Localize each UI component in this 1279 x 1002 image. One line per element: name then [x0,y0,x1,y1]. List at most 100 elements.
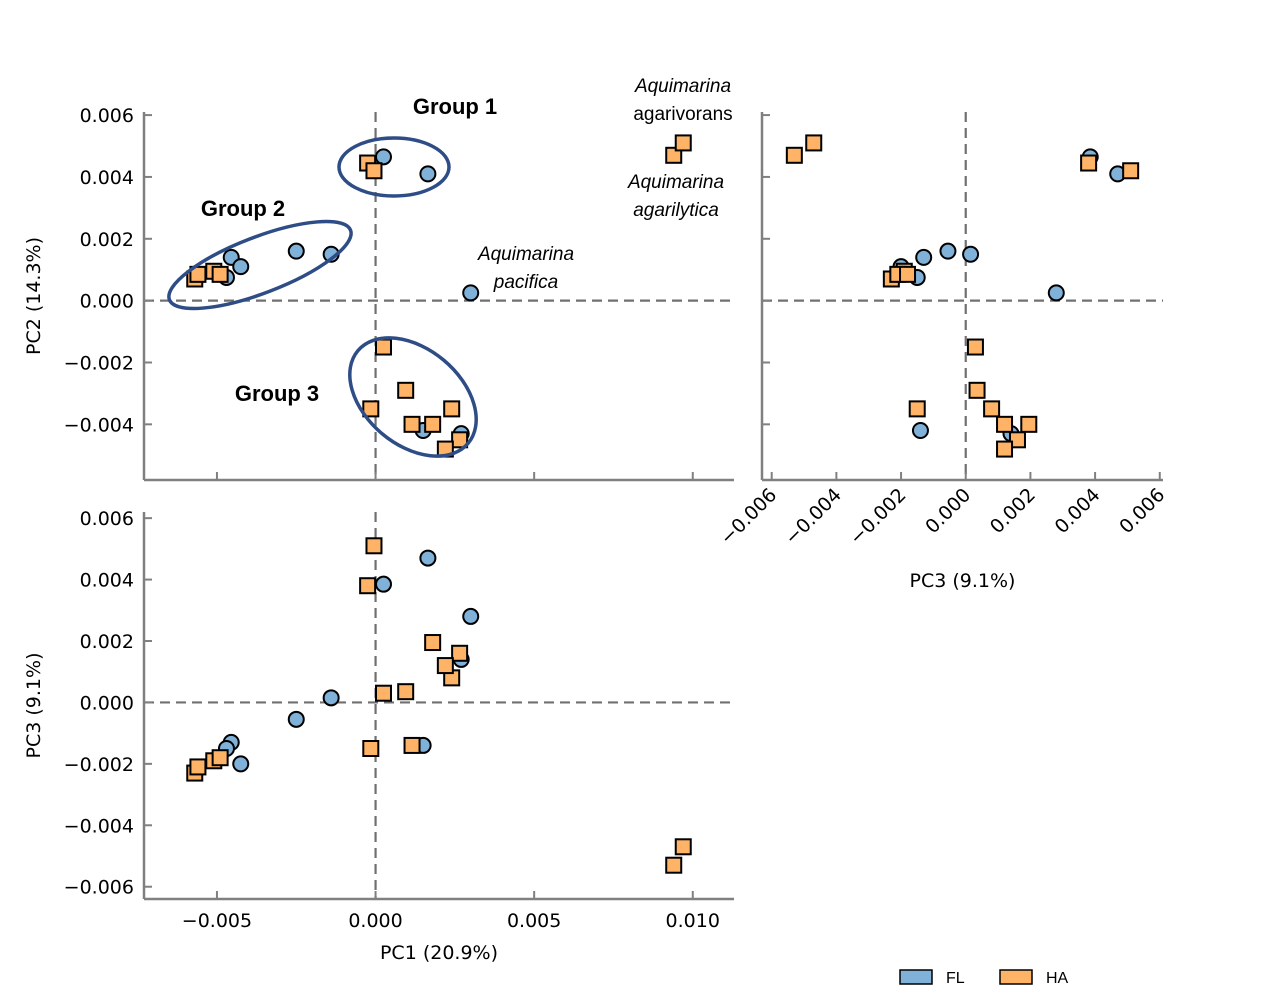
point-ha [996,415,1014,433]
y-tick-label: 0.004 [80,167,134,189]
point-ha [1080,154,1098,172]
y-tick-label: −0.002 [64,754,134,776]
group1-label: Group 1 [413,94,497,119]
point-fl [1047,284,1065,302]
y-tick-label: 0.002 [80,631,134,653]
y-tick-label: 0.000 [80,692,134,714]
point-fl [462,607,480,625]
point-fl [962,245,980,263]
point-ha [1020,415,1038,433]
point-ha [665,146,683,164]
pacifica-species-label: pacifica [493,272,558,293]
point-ha [397,683,415,701]
point-ha [403,415,421,433]
x-tick-label: 0.000 [921,484,975,538]
point-ha [365,537,383,555]
legend: FL HA [899,969,1069,987]
point-ha [211,749,229,767]
point-ha [189,758,207,776]
x-tick-label: −0.002 [845,484,910,549]
agarivorans-genus-label: Aquimarina [634,76,731,97]
point-ha [996,440,1014,458]
point-fl [462,284,480,302]
annotations: Group 1 Group 2 Group 3 Aquimarina agari… [201,76,733,406]
point-ha [785,146,803,164]
point-fl [915,248,933,266]
y-axis-label: PC3 (9.1%) [23,653,45,759]
y-tick-label: 0.004 [80,570,134,592]
x-tick-label: −0.006 [716,484,781,549]
legend-ha-label: HA [1046,970,1069,987]
group3-ellipse [348,336,478,458]
group3-label: Group 3 [235,381,319,406]
point-ha [805,134,823,152]
point-ha [1008,431,1026,449]
y-tick-label: 0.000 [80,291,134,313]
y-tick-label: 0.006 [80,105,134,127]
group-ellipses [167,136,478,458]
agarilytica-species-label: agarilytica [633,200,719,221]
point-ha [424,415,442,433]
point-ha [362,740,380,757]
point-ha [443,400,461,418]
agarilytica-genus-label: Aquimarina [627,172,724,193]
point-ha [436,657,454,675]
point-ha [397,381,415,399]
point-ha [374,338,392,356]
x-tick-label: 0.000 [348,910,402,932]
point-fl [287,710,305,728]
point-ha [211,265,229,283]
x-tick-label: 0.002 [986,484,1040,538]
point-ha [451,644,469,662]
panel-bottom-left: 0.006 0.004 0.002 0.000 −0.002 −0.004 −0.006 −0… [23,508,734,964]
x-axis-label: PC3 (9.1%) [910,570,1016,592]
group2-label: Group 2 [201,196,285,221]
point-ha [968,381,986,399]
point-ha [1122,162,1140,180]
y-tick-label: −0.002 [64,352,134,374]
y-axis-label: PC2 (14.3%) [23,237,45,355]
point-ha [424,634,442,652]
y-tick-label: −0.004 [64,414,134,436]
y-tick-label: 0.002 [80,229,134,251]
point-fl [419,549,437,567]
pacifica-genus-label: Aquimarina [477,244,574,265]
point-fl [232,755,250,773]
point-ha [966,338,984,356]
point-ha [674,134,692,152]
agarivorans-species-label: agarivorans [633,104,732,125]
x-tick-label: 0.005 [507,910,561,932]
panel-top-right: −0.006 −0.004 −0.002 0.000 0.002 0.004 0.006 PC… [716,112,1169,592]
legend-fl-label: FL [946,970,965,987]
x-tick-label: 0.004 [1051,484,1105,538]
legend-fl-swatch [899,969,933,985]
x-tick-label: 0.006 [1115,484,1169,538]
point-fl [419,165,437,183]
point-ha [374,684,392,702]
point-ha [365,162,383,180]
panel-top-left: 0.006 0.004 0.002 0.000 −0.002 −0.004 PC2 (14.… [23,105,734,482]
y-tick-label: 0.006 [80,508,134,530]
point-ha [908,400,926,418]
y-tick-label: −0.004 [64,815,134,837]
point-ha [362,400,380,418]
point-fl [322,689,340,707]
point-fl [911,422,929,440]
point-ha [983,400,1001,418]
point-ha [899,265,917,283]
group1-ellipse [337,136,451,198]
x-tick-label: −0.004 [781,484,846,549]
x-axis-label: PC1 (20.9%) [380,942,498,964]
point-fl [374,148,392,166]
x-tick-label: 0.010 [666,910,720,932]
point-ha [451,431,469,449]
legend-ha-swatch [999,969,1033,985]
group2-ellipse [167,219,353,311]
point-ha [359,577,377,595]
y-tick-label: −0.006 [64,877,134,899]
point-fl [939,242,957,260]
point-ha [665,856,683,874]
point-ha [674,838,692,856]
